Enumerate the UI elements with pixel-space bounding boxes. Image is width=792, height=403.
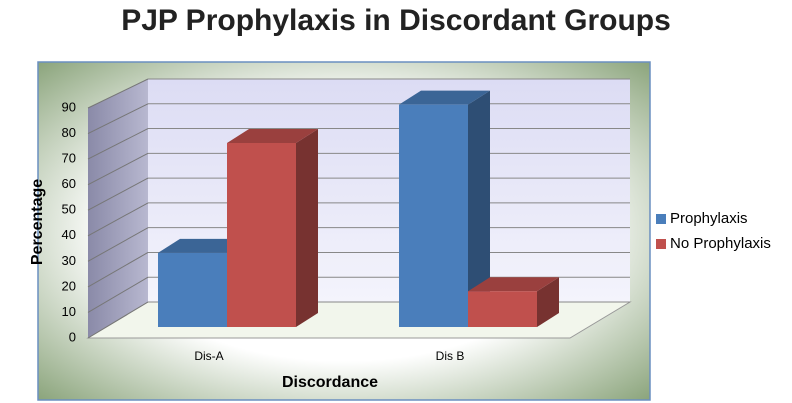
side-grid-line [87, 202, 149, 237]
side-grid-line [87, 128, 149, 160]
y-tick-label: 20 [62, 278, 76, 293]
legend-label: Prophylaxis [670, 210, 748, 227]
side-grid-line [87, 301, 149, 339]
x-tick-label: Dis B [436, 349, 465, 363]
legend-swatch [656, 239, 666, 249]
side-grid-line [87, 276, 149, 313]
legend-label: No Prophylaxis [670, 235, 771, 252]
y-tick-label: 0 [69, 329, 76, 344]
bar-side [468, 90, 490, 328]
y-tick-label: 70 [62, 151, 76, 166]
bar-top [158, 238, 249, 253]
x-axis-label: Discordance [282, 374, 378, 391]
y-tick-label: 50 [62, 202, 76, 217]
side-grid-line [87, 177, 149, 211]
y-tick-label: 30 [62, 253, 76, 268]
bar-top [399, 90, 490, 105]
bar [158, 252, 227, 327]
x-tick-label: Dis-A [194, 349, 223, 363]
y-tick-label: 90 [62, 99, 76, 114]
y-tick-label: 60 [62, 176, 76, 191]
y-tick-label: 40 [62, 227, 76, 242]
side-grid-line [87, 227, 149, 262]
side-grid-line [87, 78, 149, 109]
bar-side [537, 277, 559, 327]
bar [227, 143, 296, 327]
bar [468, 291, 537, 327]
bar-top [468, 277, 559, 292]
bar-top [227, 129, 318, 143]
y-tick-label: 10 [62, 304, 76, 319]
legend-swatch [656, 214, 666, 224]
bar-side [296, 129, 318, 327]
side-grid-line [87, 103, 149, 135]
chart-title: PJP Prophylaxis in Discordant Groups [121, 4, 671, 37]
bar [399, 104, 468, 328]
y-tick-label: 80 [62, 125, 76, 140]
side-grid-line [87, 152, 149, 186]
y-axis-label: Percentage [29, 179, 46, 265]
side-grid-line [87, 252, 149, 288]
side-wall [88, 79, 148, 338]
